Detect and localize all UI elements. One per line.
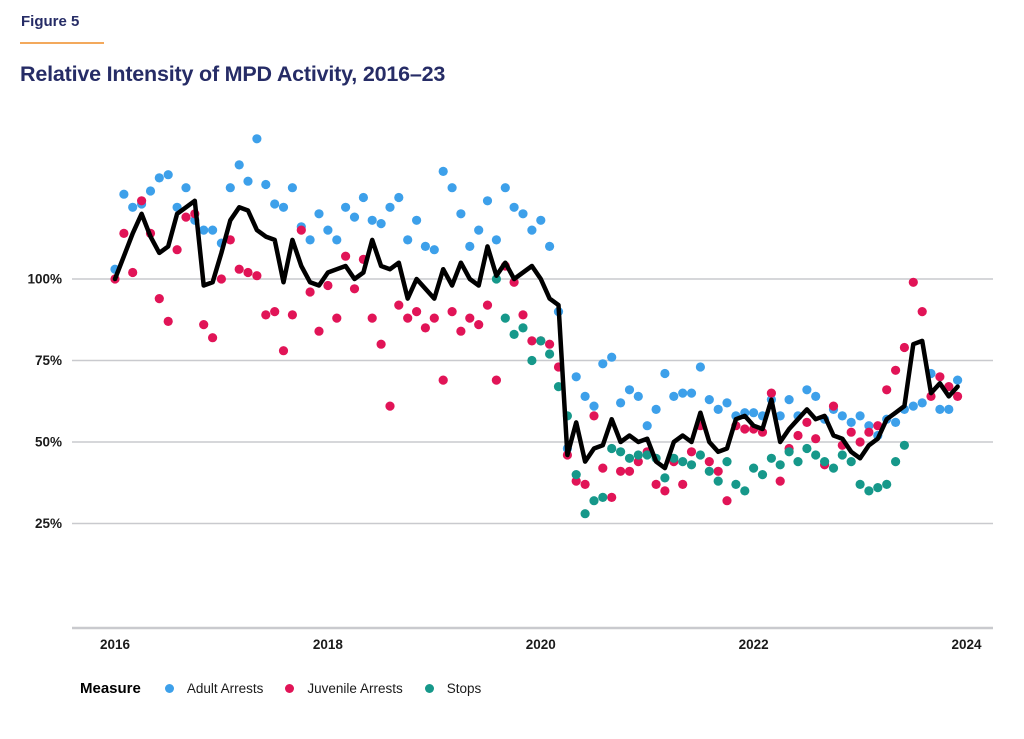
y-tick-label: 75% — [35, 353, 62, 368]
x-tick-label: 2020 — [526, 637, 556, 652]
series-juvenile-arrests — [110, 196, 963, 506]
chart-canvas: 100% 75% 50% 25% 2016 2018 2020 2022 2024 — [27, 134, 993, 652]
chart-legend: Measure Adult Arrests Juvenile Arrests S… — [80, 680, 481, 697]
x-tick-label: 2016 — [100, 637, 131, 652]
figure-label: Figure 5 — [21, 13, 80, 30]
legend-item-label: Adult Arrests — [186, 681, 264, 696]
juvenile-arrests-dot-icon — [285, 684, 295, 693]
x-tick-label: 2022 — [739, 637, 769, 652]
legend-item-adult-arrests: Adult Arrests — [164, 681, 264, 696]
adult-arrests-dot-icon — [164, 684, 174, 693]
series-stops — [491, 274, 910, 519]
legend-item-juvenile-arrests: Juvenile Arrests — [285, 681, 403, 696]
y-tick-label: 100% — [27, 272, 62, 287]
legend-title: Measure — [80, 680, 141, 697]
figure-label-rule — [20, 42, 104, 44]
series-adult-arrests — [110, 134, 963, 454]
page-title: Relative Intensity of MPD Activity, 2016… — [20, 62, 446, 86]
x-tick-label: 2024 — [951, 637, 982, 652]
legend-item-label: Juvenile Arrests — [307, 681, 403, 696]
legend-item-label: Stops — [446, 681, 482, 696]
y-tick-label: 25% — [35, 516, 62, 531]
trend-line — [112, 198, 960, 471]
gridlines — [72, 278, 993, 525]
stops-dot-icon — [424, 684, 434, 693]
x-tick-label: 2018 — [313, 637, 344, 652]
legend-item-stops: Stops — [424, 681, 482, 696]
y-tick-label: 50% — [35, 435, 62, 450]
